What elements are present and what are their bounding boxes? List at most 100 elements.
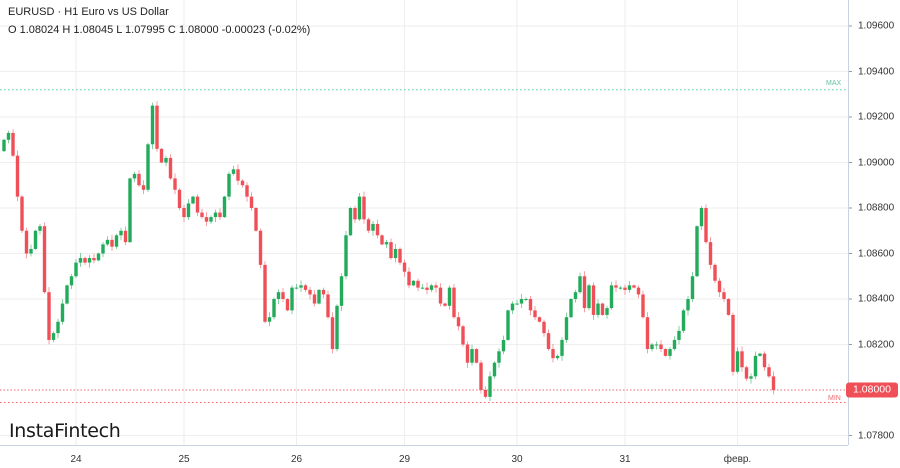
candle-up — [753, 355, 758, 377]
candle-up — [371, 223, 375, 231]
candle-up — [749, 376, 753, 379]
x-tick-label: 31 — [619, 454, 631, 465]
candle-up — [519, 299, 524, 304]
candle-down — [767, 367, 771, 377]
candle-up — [393, 248, 398, 259]
candle-down — [582, 276, 587, 309]
candle-down — [245, 185, 249, 197]
candle-down — [321, 289, 326, 295]
chart-title: EURUSD · H1 Euro vs US Dollar — [8, 6, 169, 18]
candle-down — [110, 239, 114, 247]
candle-up — [87, 258, 92, 263]
candle-up — [672, 339, 677, 350]
candle-down — [663, 349, 668, 356]
candle-up — [650, 344, 654, 350]
candle-down — [425, 287, 429, 290]
candle-up — [339, 276, 344, 306]
max-label: MAX — [826, 79, 842, 87]
candle-up — [213, 212, 218, 218]
candle-down — [200, 212, 204, 218]
candle-down — [182, 208, 186, 218]
candle-down — [483, 390, 488, 397]
candle-down — [42, 226, 47, 293]
candle-down — [591, 285, 596, 315]
instafintech-logo: InstaFintech — [9, 420, 121, 442]
candle-up — [38, 226, 42, 231]
candle-up — [515, 303, 519, 305]
candle-up — [578, 276, 582, 293]
candle-down — [123, 230, 128, 243]
candle-down — [461, 326, 465, 345]
candle-up — [128, 178, 132, 243]
candle-down — [83, 258, 87, 263]
candle-up — [272, 299, 276, 318]
candle-down — [731, 314, 735, 372]
y-tick-label: 1.08200 — [858, 339, 895, 350]
candle-down — [254, 208, 258, 231]
candle-down — [20, 196, 24, 231]
candle-up — [267, 317, 272, 322]
candle-down — [407, 271, 411, 286]
candle-up — [627, 285, 632, 290]
candle-up — [96, 253, 101, 261]
candle-down — [137, 173, 141, 186]
candle-up — [317, 289, 321, 304]
candle-down — [600, 303, 605, 315]
y-tick-label: 1.07800 — [858, 430, 895, 441]
candle-up — [60, 303, 65, 322]
candle-down — [258, 230, 263, 265]
candle-up — [29, 248, 33, 254]
candle-up — [695, 226, 699, 277]
candle-down — [380, 235, 384, 245]
candle-up — [555, 355, 560, 359]
candle-down — [204, 217, 209, 222]
candle-up — [105, 239, 110, 245]
candle-up — [596, 303, 600, 315]
candle-up — [164, 157, 168, 163]
candle-down — [542, 321, 546, 334]
candle-up — [654, 344, 659, 346]
candle-up — [335, 305, 339, 350]
candle-up — [2, 139, 6, 152]
candle-up — [227, 173, 231, 197]
candle-up — [222, 196, 227, 218]
candle-down — [155, 105, 159, 149]
x-tick-label: 29 — [398, 454, 411, 465]
candle-down — [389, 242, 393, 259]
x-tick-label: 25 — [178, 454, 190, 465]
candle-up — [6, 132, 11, 140]
y-tick-label: 1.08800 — [858, 202, 895, 214]
candle-down — [443, 303, 447, 306]
candle-down — [744, 367, 749, 379]
candle-up — [492, 362, 497, 377]
candle-up — [78, 258, 83, 263]
candle-down — [546, 333, 551, 350]
candle-up — [758, 353, 762, 356]
candle-up — [132, 173, 137, 179]
candle-down — [614, 285, 618, 288]
candle-down — [362, 196, 366, 220]
candle-up — [506, 310, 510, 340]
candle-up — [690, 276, 695, 299]
candle-down — [375, 223, 380, 236]
candle-down — [704, 208, 708, 243]
candle-down — [312, 294, 317, 304]
candle-up — [69, 276, 74, 286]
candle-up — [209, 217, 213, 222]
candle-down — [708, 242, 713, 265]
candle-up — [447, 287, 452, 306]
candle-down — [15, 155, 20, 197]
candle-up — [524, 299, 528, 300]
candle-up — [560, 339, 564, 356]
candle-up — [56, 321, 60, 334]
candle-down — [281, 292, 285, 299]
candle-up — [74, 262, 78, 277]
candle-down — [240, 180, 245, 186]
candle-up — [101, 244, 105, 254]
candle-up — [699, 208, 704, 227]
candle-up — [420, 287, 425, 289]
candle-up — [501, 339, 506, 352]
candle-up — [668, 349, 672, 356]
candle-down — [636, 287, 641, 295]
